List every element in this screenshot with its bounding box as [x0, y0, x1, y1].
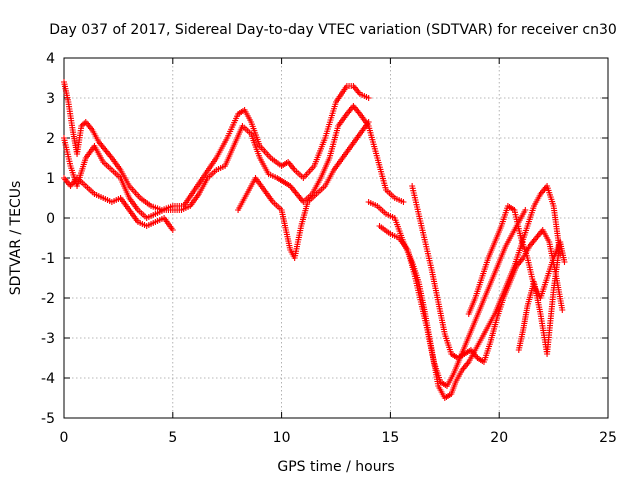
data-point [522, 207, 529, 213]
x-tick-label: 25 [599, 430, 617, 446]
y-tick-label: -4 [41, 371, 55, 387]
data-point [561, 259, 568, 265]
chart-title: Day 037 of 2017, Sidereal Day-to-day VTE… [49, 22, 617, 38]
data-markers [61, 79, 568, 401]
x-tick-label: 15 [381, 430, 399, 446]
data-point [365, 95, 372, 101]
y-tick-label: 0 [46, 211, 55, 227]
data-point [559, 307, 566, 313]
axis-ticks: 0 5 10 15 20 25 -5 -4 -3 -2 -1 0 1 2 3 4 [41, 51, 617, 446]
x-tick-label: 5 [168, 430, 177, 446]
data-point [365, 119, 372, 125]
y-tick-label: -3 [41, 331, 55, 347]
y-tick-label: -1 [41, 251, 55, 267]
y-tick-label: 3 [46, 91, 55, 107]
y-tick-label: 2 [46, 131, 55, 147]
x-tick-label: 0 [60, 430, 69, 446]
data-point [169, 227, 176, 233]
plot-frame [63, 57, 609, 419]
y-tick-label: 1 [46, 171, 55, 187]
x-axis-label: GPS time / hours [277, 459, 394, 475]
y-tick-label: -5 [41, 411, 55, 427]
y-tick-label: 4 [46, 51, 55, 67]
grid-lines [64, 58, 608, 418]
y-tick-label: -2 [41, 291, 55, 307]
y-axis-label: SDTVAR / TECUs [8, 181, 24, 296]
x-tick-label: 20 [490, 430, 508, 446]
data-point [400, 199, 407, 205]
x-tick-label: 10 [273, 430, 291, 446]
